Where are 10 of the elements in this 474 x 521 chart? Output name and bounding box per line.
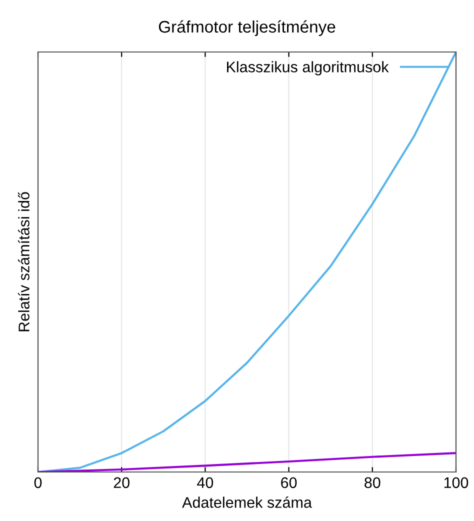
x-axis-title: Adatelemek száma	[182, 496, 312, 508]
x-tick-label: 100	[444, 477, 468, 488]
x-tick-label: 40	[197, 477, 214, 488]
x-tick-label: 80	[364, 477, 380, 488]
y-axis-title: Relatív számítási idő	[18, 192, 30, 332]
x-tick-label: 60	[281, 477, 297, 488]
x-tick-label: 20	[114, 477, 130, 488]
legend-label: Klasszikus algoritmusok	[227, 61, 389, 76]
x-tick-label: 0	[34, 477, 42, 488]
chart-title: Gráfmotor teljesítménye	[158, 20, 336, 36]
